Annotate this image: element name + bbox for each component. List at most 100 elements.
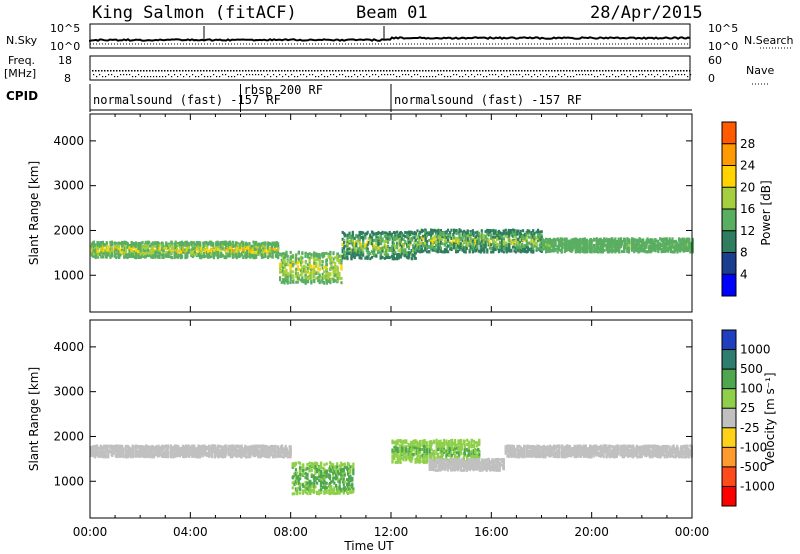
data-cell [180,241,184,244]
data-cell [416,241,419,245]
data-cell [665,248,668,252]
data-cell [484,230,487,234]
data-cell [146,243,150,247]
data-cell [412,245,415,248]
data-cell [492,231,495,235]
data-cell [154,250,157,254]
data-cell [420,241,423,245]
freq-dot [659,70,661,72]
data-cell [398,235,402,239]
data-cell [282,269,285,273]
nave-dot [636,76,638,78]
data-cell [662,237,665,241]
data-cell [445,241,448,245]
data-cell [249,247,252,251]
nave-dot [444,76,446,78]
data-cell [286,271,289,275]
data-cell [225,246,228,250]
data-cell [659,237,662,241]
data-cell [691,237,694,241]
data-cell [539,232,542,236]
data-cell [141,247,144,251]
data-cell [447,250,450,254]
nave-tick-bottom: 0 [708,72,715,85]
data-cell [130,244,133,248]
data-cell [691,239,694,243]
nave-dot [555,76,557,78]
data-cell [310,265,313,269]
data-cell [207,241,210,245]
data-cell [359,248,362,252]
data-cell [526,250,529,253]
data-cell [139,246,142,250]
data-cell [228,253,231,257]
y-tick-label: 3000 [53,179,84,193]
data-cell [149,251,152,255]
data-cell [130,253,133,257]
data-cell [502,229,505,233]
freq-dot [626,70,628,72]
data-cell [300,263,303,267]
data-cell [606,250,610,254]
data-cell [501,240,504,244]
data-cell [336,265,339,269]
data-cell [289,260,292,264]
data-cell [242,249,245,253]
freq-dot [356,70,358,72]
data-cell [691,250,694,254]
data-cell [671,239,674,243]
data-cell [260,242,264,246]
data-cell [523,247,526,251]
data-cell [210,254,213,258]
data-cell [530,234,533,238]
data-cell [490,229,493,233]
data-cell [332,274,335,278]
data-cell [186,247,189,251]
data-cell [466,238,469,242]
data-cell [513,245,516,249]
data-cell [187,242,190,246]
nave-dot [216,76,218,78]
data-cell [348,231,351,235]
data-cell [387,245,390,248]
data-cell [369,241,372,245]
data-cell [514,235,517,239]
data-cell [519,245,522,249]
data-cell [157,244,160,248]
data-cell [674,246,677,250]
data-cell [117,251,120,255]
freq-dot [341,70,343,72]
freq-dot [611,70,613,72]
data-cell [404,251,407,254]
nave-dot [198,76,200,78]
nave-dot [96,76,98,78]
data-cell [449,244,452,248]
data-cell [626,246,629,250]
data-cell [425,245,429,249]
freq-dot [296,70,298,72]
data-cell [439,246,442,250]
data-cell [366,240,369,244]
freq-dot [524,70,526,72]
freq-dot [602,70,604,72]
nave-dot [414,74,416,76]
data-cell [492,243,495,247]
data-cell [437,246,440,250]
data-cell [360,248,363,252]
data-cell [289,269,292,273]
data-cell [541,239,544,243]
data-cell [235,250,238,253]
data-cell [606,245,610,249]
data-cell [456,239,460,243]
freq-dot [113,70,115,72]
data-cell [494,235,497,239]
data-cell [228,246,231,250]
data-cell [685,237,688,241]
data-cell [550,240,553,244]
data-cell [226,248,229,251]
data-cell [572,239,575,243]
data-cell [255,246,258,249]
data-cell [513,249,516,253]
data-cell [286,278,289,282]
